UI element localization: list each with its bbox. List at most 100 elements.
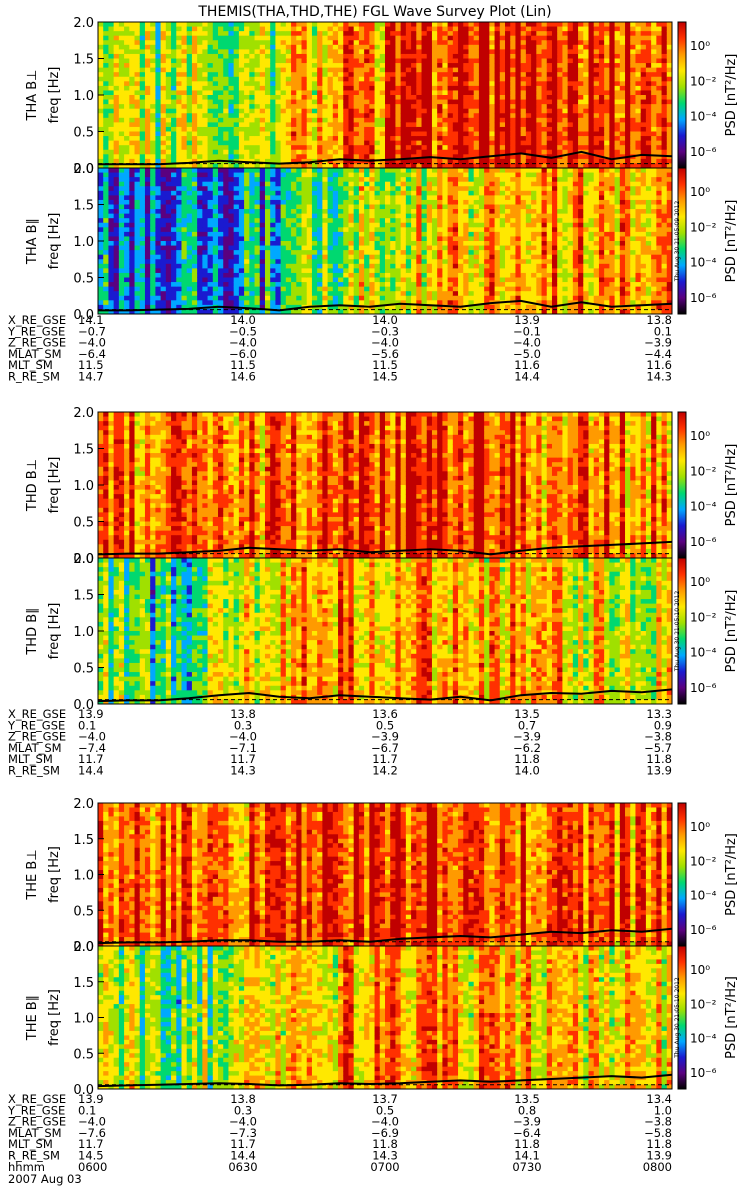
y-axis-component-label: THD B∥ <box>25 607 40 655</box>
y-tick-label: 0.0 <box>73 1083 94 1098</box>
colorbar-tick-label: 10⁰ <box>690 39 710 53</box>
ephemeris-value: 11.7 <box>78 1137 104 1151</box>
ephemeris-table: X_RE_GSE 13.9 13.8 13.6 13.5 13.3 Y_RE_GSE 0.1 0… <box>7 707 672 778</box>
time-tick-label: 0700 <box>370 1160 399 1174</box>
ephemeris-value: 13.9 <box>78 707 104 721</box>
spectrogram-panel-the-par: 2.0 1.5 1.0 0.5 0.0 THE B∥ freq [Hz] 10⁰ 10⁻² 10⁻… <box>25 940 739 1098</box>
y-tick-label: 1.5 <box>73 833 94 848</box>
y-tick-label: 0.5 <box>73 516 94 531</box>
ephemeris-row-label: MLT_SM <box>8 1137 53 1151</box>
colorbar-tick-label: 10⁻⁶ <box>690 291 717 305</box>
ephemeris-value: 11.7 <box>78 752 104 766</box>
colorbar-tick-label: 10⁻⁶ <box>690 923 717 937</box>
ephemeris-value: 14.1 <box>514 1149 540 1163</box>
spectrogram-cells <box>98 803 673 947</box>
ephemeris-value: 1.0 <box>654 1103 672 1117</box>
y-axis-component-label: THA B∥ <box>25 218 40 265</box>
ephemeris-value: −0.3 <box>371 324 399 338</box>
colorbar: 10⁰ 10⁻² 10⁻⁴ 10⁻⁶ PSD [nT²/Hz] <box>677 802 739 947</box>
ephemeris-value: −0.7 <box>78 324 106 338</box>
colorbar-tick-label: 10⁻² <box>690 997 717 1011</box>
ephemeris-value: −4.0 <box>78 336 106 350</box>
y-tick-label: 0.0 <box>73 940 94 955</box>
ephemeris-value: 11.7 <box>230 752 256 766</box>
ephemeris-value: 14.0 <box>514 764 540 778</box>
spectrogram-cells <box>98 168 673 315</box>
colorbar-label: PSD [nT²/Hz] <box>724 200 739 283</box>
ephemeris-value: −6.9 <box>371 1126 399 1140</box>
ephemeris-value: 14.6 <box>230 370 256 384</box>
ephemeris-value: −4.0 <box>513 336 541 350</box>
ephemeris-row-label: X_RE_GSE <box>8 707 66 721</box>
ephemeris-value: 13.3 <box>646 707 672 721</box>
y-axis-component-label: THE B∥ <box>25 995 40 1041</box>
colorbar-tick-label: 10⁻⁶ <box>690 535 717 549</box>
ephemeris-row-label: Z_RE_GSE <box>8 1115 66 1129</box>
time-tick-label: 0630 <box>228 1160 257 1174</box>
ephemeris-value: 14.4 <box>230 1149 256 1163</box>
y-tick-label: 0.5 <box>73 904 94 919</box>
ephemeris-value: −6.4 <box>78 347 106 361</box>
spectrogram-cells <box>98 22 673 169</box>
colorbar-label: PSD [nT²/Hz] <box>724 590 739 673</box>
ephemeris-value: −4.0 <box>78 1115 106 1129</box>
time-tick-label: 0800 <box>643 1160 672 1174</box>
y-tick-label: 0.0 <box>73 698 94 713</box>
y-tick-label: 1.5 <box>73 53 94 68</box>
colorbar-tick-label: 10⁻⁴ <box>690 110 717 124</box>
ephemeris-value: 11.6 <box>514 358 540 372</box>
ephemeris-value: 11.8 <box>646 752 672 766</box>
ephemeris-row-label: R_RE_SM <box>8 1149 60 1163</box>
colorbar-tick-label: 10⁰ <box>690 963 710 977</box>
colorbar-tick-label: 10⁻² <box>690 220 717 234</box>
ephemeris-value: 13.9 <box>646 1149 672 1163</box>
ephemeris-value: 14.7 <box>78 370 104 384</box>
y-tick-label: 1.0 <box>73 235 94 250</box>
plot-timestamp: Thu Aug 30 21:05:10 2012 <box>674 591 681 673</box>
gyrofrequency-line <box>98 927 672 945</box>
ephemeris-value: 0.3 <box>234 718 252 732</box>
ephemeris-row-label: MLAT_SM <box>8 741 62 755</box>
colorbar-tick-label: 10⁻⁴ <box>690 500 717 514</box>
ephemeris-value: 11.7 <box>230 1137 256 1151</box>
ephemeris-value: 0.7 <box>518 718 536 732</box>
plot-layer: 2.0 1.5 1.0 0.5 0.0 THA B⊥ freq [Hz] 10⁰ 10⁻² 10⁻… <box>7 16 739 1186</box>
time-axis: hhmm 0600 0630 0700 0730 0800 2007 Aug 03 <box>8 1160 672 1186</box>
gyrofrequency-line <box>98 299 672 312</box>
y-axis-unit-label: freq [Hz] <box>47 603 62 660</box>
ephemeris-value: 11.7 <box>372 752 398 766</box>
colorbar-label: PSD [nT²/Hz] <box>724 976 739 1059</box>
y-tick-label: 0.0 <box>73 552 94 567</box>
ephemeris-row-label: Y_RE_GSE <box>7 718 65 732</box>
ephemeris-value: 14.3 <box>372 1149 398 1163</box>
ephemeris-table: X_RE_GSE 13.9 13.8 13.7 13.5 13.4 Y_RE_GSE 0.1 0… <box>7 1092 672 1163</box>
ephemeris-value: 13.9 <box>646 764 672 778</box>
y-tick-label: 2.0 <box>73 16 94 31</box>
ephemeris-table: X_RE_GSE 14.1 14.0 14.0 13.9 13.8 Y_RE_GSE −0.7… <box>7 313 672 384</box>
colorbar-tick-label: 10⁻² <box>690 464 717 478</box>
spectrogram-cells <box>98 412 673 559</box>
ephemeris-row-label: Z_RE_GSE <box>8 336 66 350</box>
colorbar-tick-label: 10⁰ <box>690 820 710 834</box>
y-tick-label: 0.0 <box>73 162 94 177</box>
ephemeris-value: −7.4 <box>78 741 106 755</box>
y-tick-label: 1.0 <box>73 625 94 640</box>
ephemeris-value: 14.5 <box>372 370 398 384</box>
ephemeris-value: −6.2 <box>513 741 541 755</box>
y-axis-unit-label: freq [Hz] <box>47 67 62 124</box>
gyrofrequency-line <box>98 1073 672 1088</box>
y-axis-component-label: THE B⊥ <box>25 849 40 900</box>
ephemeris-value: −3.9 <box>644 336 672 350</box>
colorbar-tick-label: 10⁻⁶ <box>690 145 717 159</box>
y-tick-label: 0.5 <box>73 662 94 677</box>
y-axis-unit-label: freq [Hz] <box>47 846 62 903</box>
ephemeris-value: −6.4 <box>513 1126 541 1140</box>
colorbar-label: PSD [nT²/Hz] <box>724 444 739 527</box>
ephemeris-value: 14.5 <box>78 1149 104 1163</box>
ephemeris-value: −4.4 <box>644 347 672 361</box>
ephemeris-value: −6.7 <box>371 741 399 755</box>
ephemeris-value: 11.8 <box>372 1137 398 1151</box>
ephemeris-value: 11.5 <box>78 358 104 372</box>
ephemeris-value: −7.1 <box>229 741 257 755</box>
